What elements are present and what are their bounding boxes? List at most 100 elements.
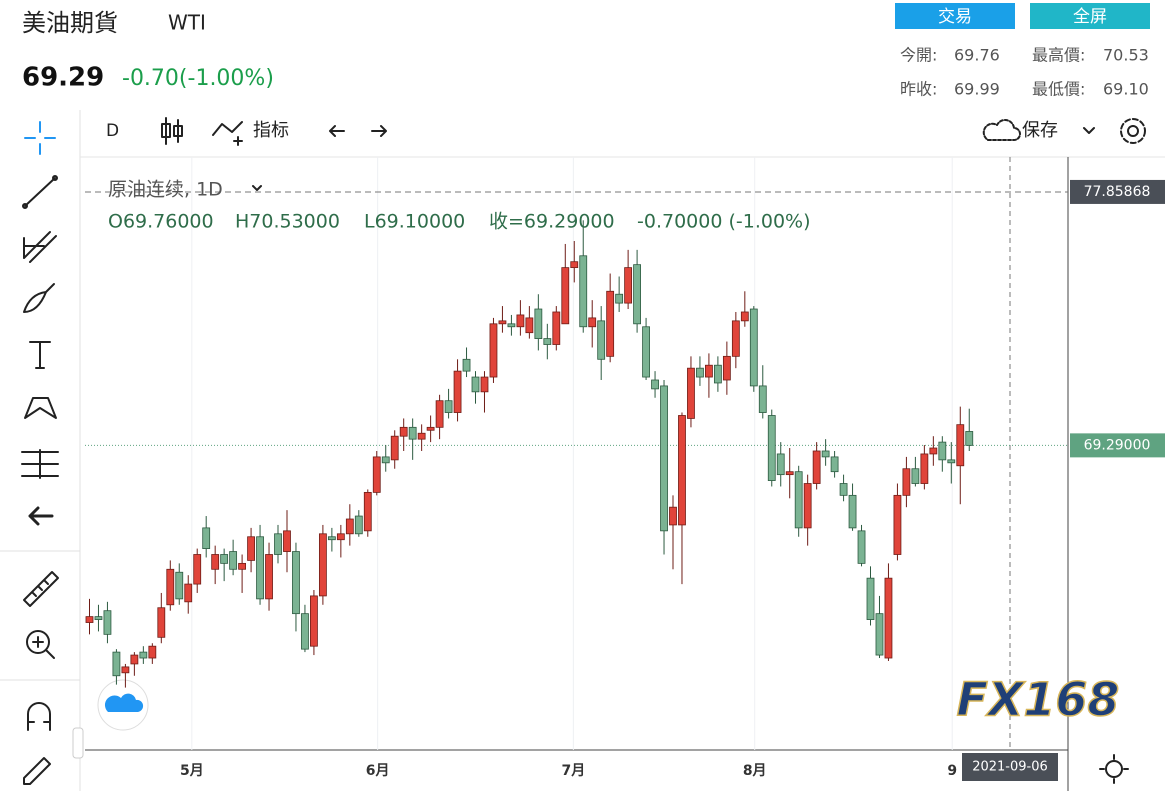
candle-body: [372, 456, 381, 493]
dropdown[interactable]: [252, 185, 262, 191]
interval[interactable]: D: [106, 121, 119, 141]
candle-body: [345, 518, 354, 535]
fullscreen-button-label[interactable]: 全屏: [1073, 7, 1107, 27]
candle-body: [552, 311, 561, 345]
settings-icon[interactable]: [1120, 118, 1146, 144]
legend-value: O69.76000: [108, 211, 214, 233]
x-tick-label: 9: [947, 763, 957, 779]
candle-body: [776, 453, 785, 476]
candle-body: [875, 613, 884, 656]
candle-body: [130, 654, 139, 665]
candle-body: [884, 577, 893, 659]
indicator-icon[interactable]: [212, 121, 243, 146]
watermark: FX168: [957, 673, 1120, 727]
stat-label: 今開:: [900, 46, 937, 65]
legend-symbol: 原油连续, 1D: [108, 179, 223, 201]
trade-button-label[interactable]: 交易: [938, 7, 972, 27]
candle-body: [301, 613, 309, 650]
candle-body: [139, 651, 148, 659]
candle-body: [354, 515, 363, 535]
candle-body: [740, 311, 749, 322]
candle-body: [462, 358, 471, 372]
candle-body: [336, 533, 345, 541]
trade-button[interactable]: [895, 3, 1015, 29]
candle-body: [929, 447, 938, 455]
crosshair-date: 2021-09-06: [972, 760, 1048, 775]
candle-body: [839, 483, 848, 496]
title: 美油期貨: [22, 9, 118, 37]
candle-body: [794, 471, 803, 529]
candle-body: [444, 400, 453, 413]
candle-body: [687, 367, 695, 419]
x-tick-label: 7月: [561, 763, 585, 779]
candle-body: [597, 320, 606, 360]
candle-body: [211, 554, 220, 570]
candle-body: [749, 308, 758, 387]
change: -0.70(-1.00%): [122, 66, 274, 91]
candle-body: [238, 562, 247, 570]
collapse-handle[interactable]: [72, 727, 84, 759]
candle-body: [220, 554, 229, 564]
candle-body: [758, 385, 767, 413]
candle-body: [247, 536, 255, 561]
candle-body: [803, 483, 812, 529]
cloud-icon[interactable]: [982, 119, 1021, 141]
candle-body: [318, 533, 327, 597]
candle-body: [166, 568, 175, 606]
candle-body: [283, 530, 291, 552]
candle-body: [615, 293, 624, 304]
undo-redo[interactable]: [329, 125, 387, 137]
candle-body: [857, 530, 866, 564]
candle-body: [453, 370, 462, 413]
candle-body: [830, 456, 839, 473]
candle-body: [713, 364, 722, 384]
stat-value: 69.10: [1103, 80, 1149, 99]
legend-value: H70.53000: [235, 211, 340, 233]
cloud-button-icon[interactable]: [104, 693, 144, 712]
candle-body: [399, 426, 408, 437]
candle-body: [175, 571, 184, 600]
candle-body: [848, 494, 857, 529]
candle-body: [471, 376, 480, 393]
candle-body: [148, 645, 157, 659]
symbol: WTI: [168, 11, 206, 35]
candle-body: [202, 527, 211, 549]
left-tools[interactable]: [21, 121, 59, 785]
candle-body: [256, 536, 264, 600]
candle-body: [498, 320, 507, 325]
save[interactable]: 保存: [1022, 120, 1058, 141]
candle-icon[interactable]: [161, 117, 183, 145]
candle-body: [103, 610, 112, 635]
candle-body: [633, 264, 641, 325]
candle-body: [624, 267, 633, 304]
candle-body: [381, 456, 390, 464]
x-tick-label: 8月: [743, 763, 767, 779]
dropdown[interactable]: [1083, 127, 1095, 134]
axis-settings[interactable]: [1099, 754, 1129, 784]
candle-body: [157, 607, 166, 638]
stat-label: 昨收:: [900, 80, 937, 99]
candle-body: [785, 471, 794, 476]
candle-body: [417, 432, 426, 440]
candle-body: [435, 400, 444, 428]
candle-body: [920, 453, 929, 484]
candle-body: [265, 554, 273, 600]
legend-value: L69.10000: [364, 211, 465, 233]
last-price-label: 69.29000: [1084, 437, 1151, 453]
candle-body: [570, 261, 579, 269]
stat-label: 最低價:: [1032, 80, 1085, 99]
date-label-box: [962, 753, 1058, 781]
fullscreen-button[interactable]: [1030, 3, 1150, 29]
candle-body: [408, 426, 417, 440]
candle-body: [274, 533, 282, 555]
indicators[interactable]: 指标: [253, 120, 289, 141]
candle-body: [229, 551, 238, 570]
x-tick-label: 6月: [366, 763, 390, 779]
candle-body: [516, 314, 525, 328]
candle-body: [561, 267, 570, 325]
legend-value: 收=69.29000: [489, 211, 615, 233]
stat-label: 最高價:: [1032, 46, 1085, 65]
candle-body: [390, 435, 399, 461]
price-label-box: [1070, 179, 1165, 204]
